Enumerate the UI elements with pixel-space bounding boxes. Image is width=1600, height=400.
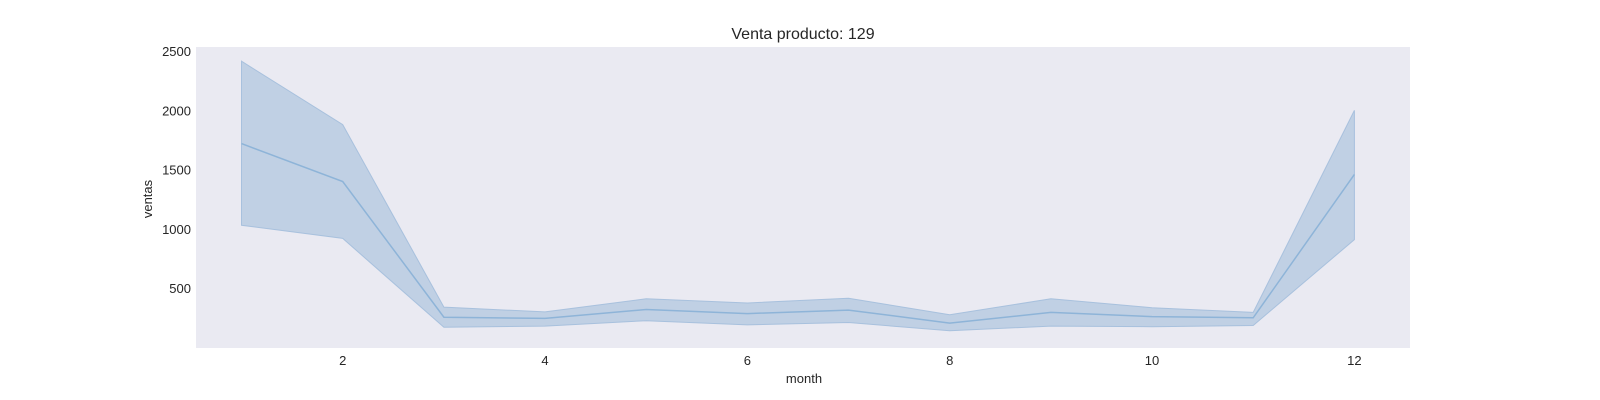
y-axis-ticks: 500 1000 1500 2000 2500 bbox=[162, 44, 191, 296]
series-line-layer bbox=[241, 142, 1356, 324]
y-tick-label: 2500 bbox=[162, 44, 191, 59]
chart-title: Venta producto: 129 bbox=[731, 26, 874, 43]
y-tick-label: 1000 bbox=[162, 222, 191, 237]
x-tick-label: 2 bbox=[339, 353, 346, 368]
x-axis-ticks: 2 4 6 8 10 12 bbox=[339, 353, 1362, 368]
y-axis-label: ventas bbox=[140, 179, 155, 218]
x-axis-label: month bbox=[786, 371, 822, 386]
y-tick-label: 2000 bbox=[162, 104, 191, 119]
y-tick-label: 500 bbox=[169, 281, 191, 296]
y-tick-label: 1500 bbox=[162, 163, 191, 178]
confidence-band-0 bbox=[241, 60, 1355, 332]
x-tick-label: 4 bbox=[541, 353, 548, 368]
x-tick-label: 6 bbox=[744, 353, 751, 368]
x-tick-label: 10 bbox=[1145, 353, 1159, 368]
series-line-0 bbox=[241, 142, 1356, 324]
x-tick-label: 8 bbox=[946, 353, 953, 368]
plot-area bbox=[196, 47, 1410, 348]
x-tick-label: 12 bbox=[1347, 353, 1361, 368]
confidence-band-layer bbox=[241, 60, 1355, 332]
